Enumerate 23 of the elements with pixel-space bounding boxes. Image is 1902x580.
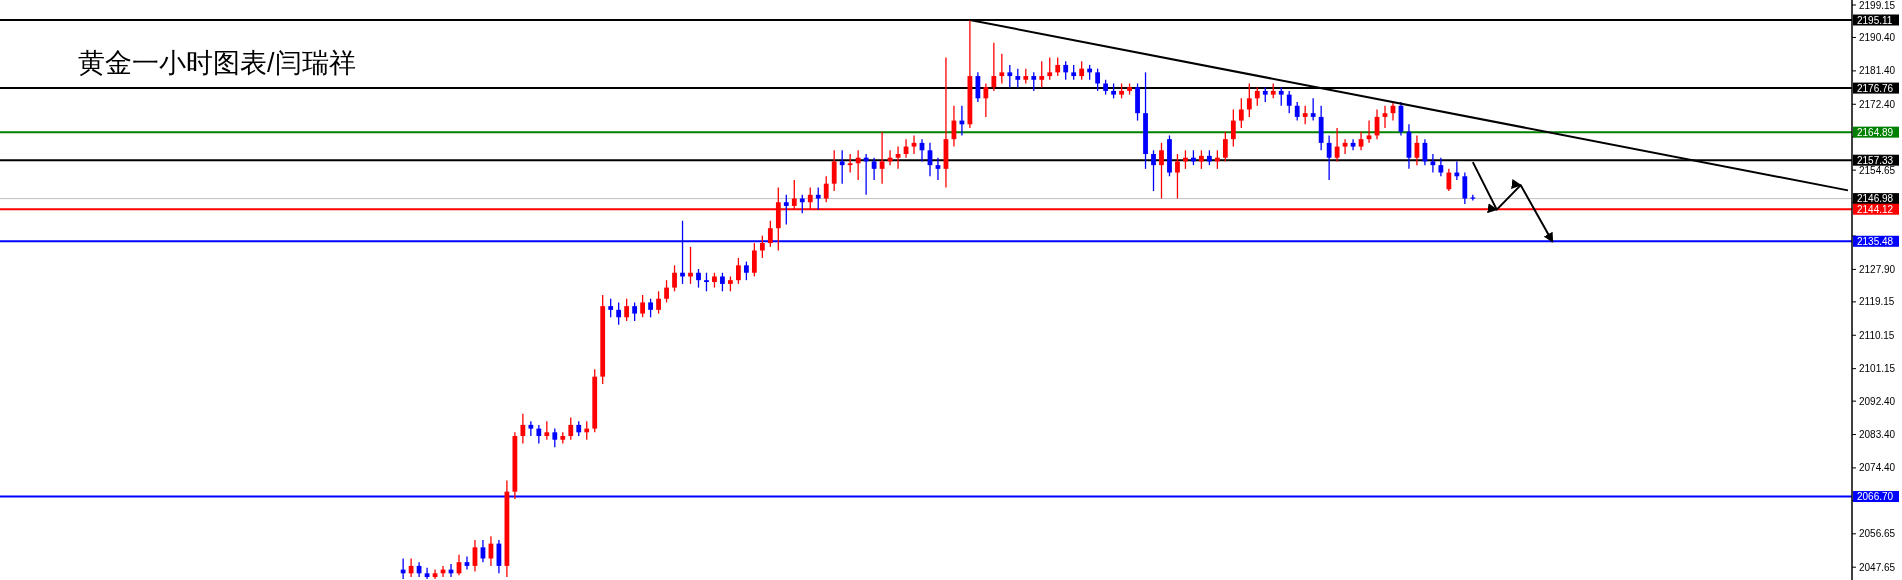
text: 黄金一小时图表/闫瑞祥 — [78, 48, 356, 78]
y-tick-label: 2190.40 — [1859, 31, 1896, 43]
y-tick-label: 2083.40 — [1859, 429, 1896, 441]
ref-line-label: 2176.76 — [1857, 82, 1894, 94]
ref-line-label: 2144.12 — [1857, 203, 1894, 215]
y-tick-label: 2092.40 — [1859, 395, 1896, 407]
ref-line-label: 2195.11 — [1857, 14, 1893, 26]
ref-line-label: 2066.70 — [1857, 491, 1894, 503]
y-tick-label: 2119.15 — [1859, 296, 1895, 308]
y-tick-label: 2199.15 — [1859, 0, 1896, 11]
y-tick-label: 2074.40 — [1859, 462, 1896, 474]
y-tick-label: 2172.40 — [1859, 98, 1896, 110]
ref-line-label: 2135.48 — [1857, 235, 1894, 247]
y-tick-label: 2181.40 — [1859, 65, 1896, 77]
y-tick-label: 2154.65 — [1859, 164, 1896, 176]
ref-line-label: 2157.33 — [1857, 154, 1894, 166]
y-tick-label: 2047.65 — [1859, 561, 1896, 573]
y-tick-label: 2056.65 — [1859, 528, 1896, 540]
y-tick-label: 2110.15 — [1859, 329, 1895, 341]
y-tick-label: 2101.15 — [1859, 363, 1896, 375]
ref-line-label: 2164.89 — [1857, 126, 1894, 138]
ref-line-label: 2146.98 — [1857, 193, 1894, 205]
y-tick-label: 2127.90 — [1859, 263, 1896, 275]
